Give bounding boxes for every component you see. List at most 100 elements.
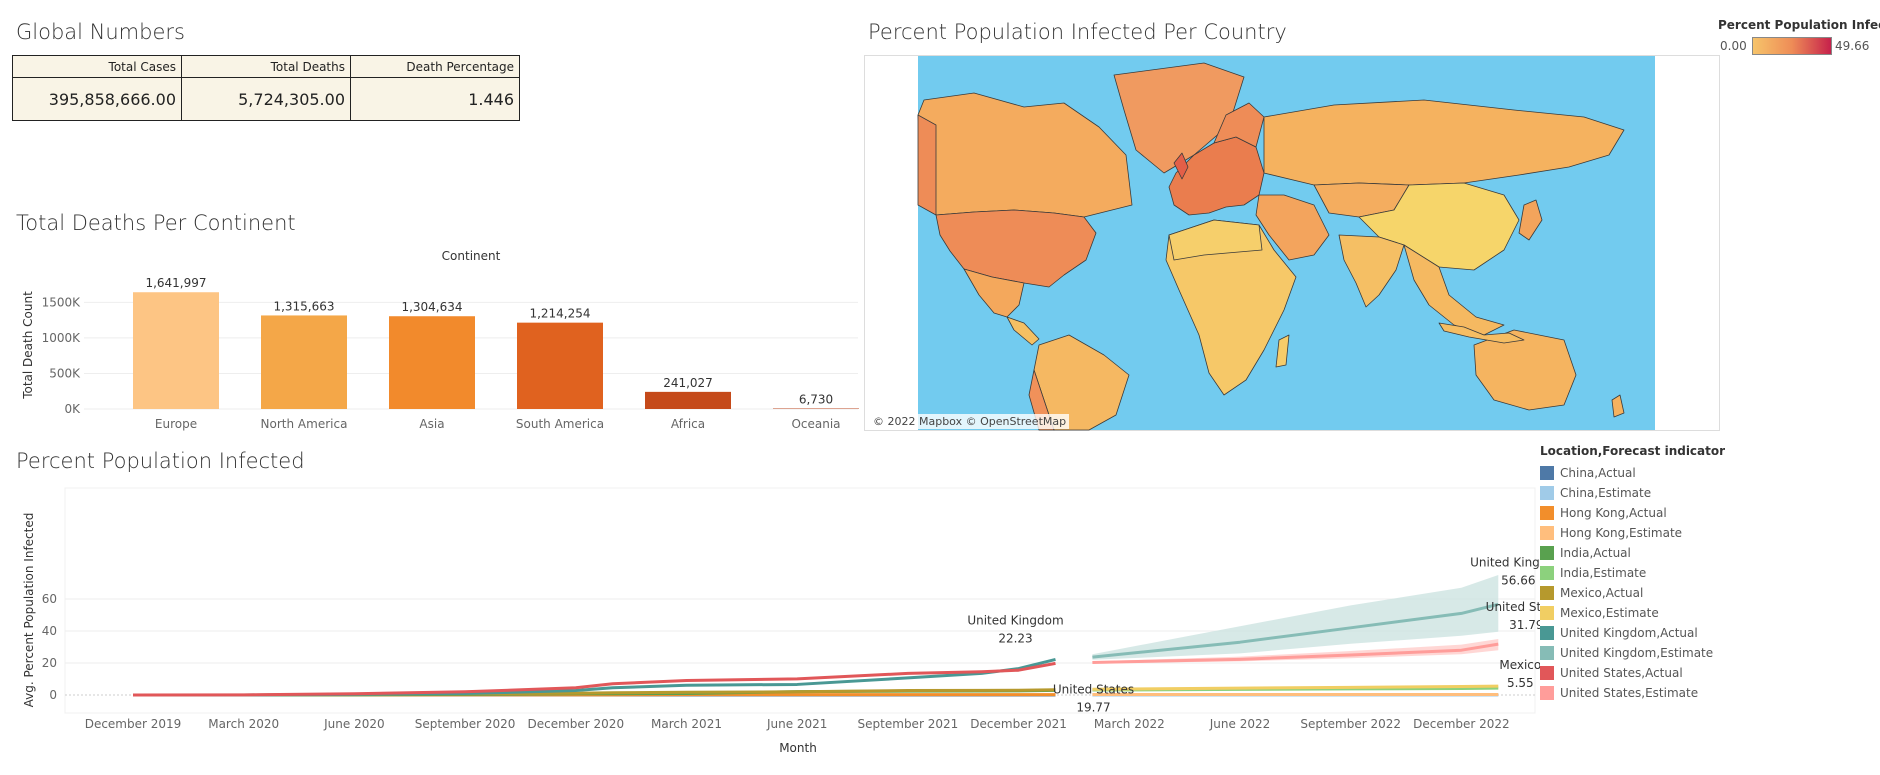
legend-item-united-states-actual[interactable]: United States,Actual <box>1540 664 1683 681</box>
bar-europe[interactable] <box>133 292 219 409</box>
legend-item-hong-kong-actual[interactable]: Hong Kong,Actual <box>1540 504 1667 521</box>
legend-item-united-kingdom-actual[interactable]: United Kingdom,Actual <box>1540 624 1698 641</box>
line-series-united-states-estimate[interactable] <box>1092 642 1499 665</box>
usa-shape <box>935 209 1097 288</box>
southeast-asia-shape <box>1403 244 1505 336</box>
line-annotation-label: United Kingdom <box>1470 555 1540 569</box>
line-xtick-label: September 2020 <box>415 717 516 731</box>
line-annotation-label: Mexico <box>1499 658 1540 672</box>
death-percentage-value: 1.446 <box>350 77 520 121</box>
legend-label: Hong Kong,Estimate <box>1560 525 1683 540</box>
line-annotation-value: 31.79 <box>1509 618 1540 632</box>
bar-value-label: 1,214,254 <box>529 307 590 321</box>
line-annotation-value: 19.77 <box>1076 700 1110 714</box>
map-legend-gradient <box>1752 37 1832 55</box>
legend-swatch <box>1540 565 1554 580</box>
line-annotation-label: United States <box>1486 600 1540 614</box>
legend-swatch <box>1540 485 1554 500</box>
bar-category-label: Oceania <box>791 417 840 431</box>
bar-south-america[interactable] <box>517 322 603 409</box>
line-legend-title: Location,Forecast indicator <box>1540 444 1726 458</box>
total-deaths-value: 5,724,305.00 <box>181 77 351 121</box>
line-series-united-states-actual[interactable] <box>132 661 1056 697</box>
legend-label: Hong Kong,Actual <box>1560 505 1667 520</box>
legend-label: China,Estimate <box>1560 485 1652 500</box>
bar-africa[interactable] <box>645 391 731 409</box>
line-annotation-value: 56.66 <box>1501 573 1535 587</box>
india-shape <box>1338 234 1405 308</box>
line-ylabel: Avg. Percent Population Infected <box>22 513 36 708</box>
map-title: Percent Population Infected Per Country <box>868 20 1287 44</box>
central-america-shape <box>1006 316 1040 346</box>
legend-label: United Kingdom,Estimate <box>1560 645 1714 660</box>
uk-forecast-band <box>1092 575 1499 660</box>
legend-item-china-estimate[interactable]: China,Estimate <box>1540 484 1651 501</box>
line-annotation-value: 22.23 <box>998 631 1032 645</box>
legend-item-united-kingdom-estimate[interactable]: United Kingdom,Estimate <box>1540 644 1713 661</box>
legend-item-hong-kong-estimate[interactable]: Hong Kong,Estimate <box>1540 524 1682 541</box>
line-xtick-label: June 2020 <box>323 717 385 731</box>
line-annotation-value: 5.55 <box>1507 676 1534 690</box>
total-deaths-header: Total Deaths <box>181 55 351 78</box>
legend-item-india-estimate[interactable]: India,Estimate <box>1540 564 1646 581</box>
alaska-shape <box>917 114 937 216</box>
bar-north-america[interactable] <box>261 315 347 409</box>
legend-swatch <box>1540 685 1554 700</box>
madagascar-shape <box>1275 334 1290 368</box>
line-xtick-label: December 2019 <box>85 717 182 731</box>
bar-ytick-label: 1000K <box>42 331 82 345</box>
deaths-per-continent-chart: Continent Total Death Count 0K 500K 1000K 150… <box>21 249 859 431</box>
line-legend: Location,Forecast indicator China,Actual… <box>1540 444 1780 704</box>
line-xtick-label: September 2021 <box>858 717 959 731</box>
bar-ytick-label: 1500K <box>42 295 82 309</box>
indonesia-shape <box>1438 322 1525 344</box>
legend-swatch <box>1540 605 1554 620</box>
death-percentage-header: Death Percentage <box>350 55 520 78</box>
africa-shape <box>1165 219 1297 396</box>
legend-swatch <box>1540 465 1554 480</box>
legend-label: United States,Estimate <box>1560 685 1699 700</box>
legend-item-china-actual[interactable]: China,Actual <box>1540 464 1636 481</box>
line-series-mexico-estimate[interactable] <box>1092 684 1499 691</box>
bar-category-label: Asia <box>419 417 444 431</box>
north-africa-shape <box>1168 219 1263 261</box>
infected-title: Percent Population Infected <box>16 449 305 473</box>
legend-item-mexico-estimate[interactable]: Mexico,Estimate <box>1540 604 1659 621</box>
line-xtick-label: December 2021 <box>970 717 1067 731</box>
global-numbers-table: Total Cases Total Deaths Death Percentag… <box>12 55 520 121</box>
line-plot-area <box>64 487 1536 714</box>
legend-item-india-actual[interactable]: India,Actual <box>1540 544 1631 561</box>
line-series-united-kingdom-estimate[interactable] <box>1092 602 1499 659</box>
legend-swatch <box>1540 625 1554 640</box>
legend-label: China,Actual <box>1560 465 1636 480</box>
bar-ytick-label: 0K <box>64 402 81 416</box>
bar-xlabel: Continent <box>442 249 501 263</box>
legend-label: India,Estimate <box>1560 565 1647 580</box>
table-row: 395,858,666.00 5,724,305.00 1.446 <box>12 77 520 121</box>
map-legend: Percent Population Infect.. 0.00 49.66 <box>1718 18 1880 58</box>
line-xtick-label: December 2020 <box>528 717 625 731</box>
line-xtick-label: March 2020 <box>208 717 279 731</box>
bar-category-label: Africa <box>671 417 705 431</box>
legend-label: Mexico,Actual <box>1560 585 1644 600</box>
total-cases-value: 395,858,666.00 <box>12 77 182 121</box>
bar-category-label: Europe <box>155 417 197 431</box>
line-xtick-label: June 2021 <box>766 717 828 731</box>
map-legend-min: 0.00 <box>1720 39 1747 53</box>
line-ytick-label: 20 <box>42 656 57 670</box>
line-xtick-label: March 2022 <box>1094 717 1165 731</box>
map-credit[interactable]: © 2022 Mapbox © OpenStreetMap <box>870 414 1070 429</box>
line-annotation-label: United Kingdom <box>967 613 1063 627</box>
legend-swatch <box>1540 525 1554 540</box>
total-cases-header: Total Cases <box>12 55 182 78</box>
line-annotation-label: United States <box>1053 682 1134 696</box>
legend-item-mexico-actual[interactable]: Mexico,Actual <box>1540 584 1643 601</box>
line-ytick-label: 0 <box>49 688 57 702</box>
line-xtick-label: March 2021 <box>651 717 722 731</box>
bar-asia[interactable] <box>389 316 475 409</box>
world-map[interactable] <box>864 55 1720 431</box>
legend-item-united-states-estimate[interactable]: United States,Estimate <box>1540 684 1698 701</box>
line-xtick-label: June 2022 <box>1209 717 1271 731</box>
new-zealand-shape <box>1611 394 1625 418</box>
bar-value-label: 6,730 <box>799 393 833 407</box>
